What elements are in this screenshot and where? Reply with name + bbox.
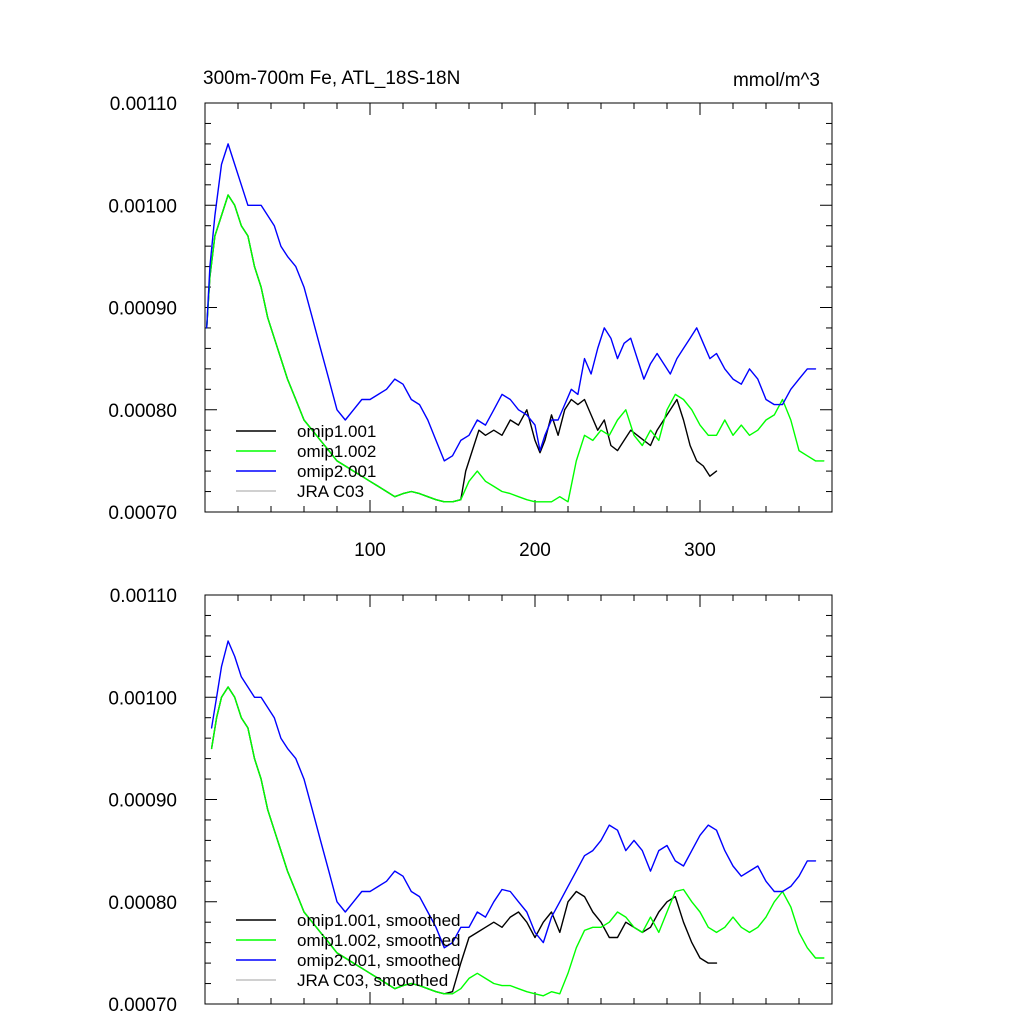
y-tick-label: 0.00080 [108,401,177,422]
x-tick-label: 100 [354,540,386,561]
x-tick-label: 300 [684,540,716,561]
legend-label: JRA C03, smoothed [297,971,448,990]
series-line-2 [206,143,817,462]
series-line-0 [210,686,718,995]
x-tick-label: 200 [519,540,551,561]
legend-label: omip2.001 [297,462,376,481]
legend-label: omip1.002 [297,442,376,461]
legend-label: omip1.001, smoothed [297,911,461,930]
y-tick-label: 0.00100 [108,688,177,709]
legend-label: omip1.001 [297,422,376,441]
y-tick-label: 0.00070 [108,503,177,524]
units-label: mmol/m^3 [733,70,820,91]
y-tick-label: 0.00070 [108,995,177,1016]
y-tick-label: 0.00100 [108,196,177,217]
series-line-1 [210,686,825,997]
legend-label: omip2.001, smoothed [297,951,461,970]
series-line-1 [206,194,825,503]
y-tick-label: 0.00080 [108,893,177,914]
top-panel: 0.00070 0.00080 0.00090 0.00100 0.00110 100 20… [108,94,833,561]
series-line-2 [210,640,817,949]
y-tick-label: 0.00090 [108,791,177,812]
bottom-panel: 0.00070 0.00080 0.00090 0.00100 0.00110 omip1… [108,586,833,1016]
legend-label: JRA C03 [297,482,364,501]
legend-label: omip1.002, smoothed [297,931,461,950]
series-line-0 [206,194,718,503]
y-tick-label: 0.00090 [108,299,177,320]
y-tick-label: 0.00110 [110,586,177,607]
y-tick-label: 0.00110 [110,94,177,115]
chart-title: 300m-700m Fe, ATL_18S-18N [203,68,460,89]
